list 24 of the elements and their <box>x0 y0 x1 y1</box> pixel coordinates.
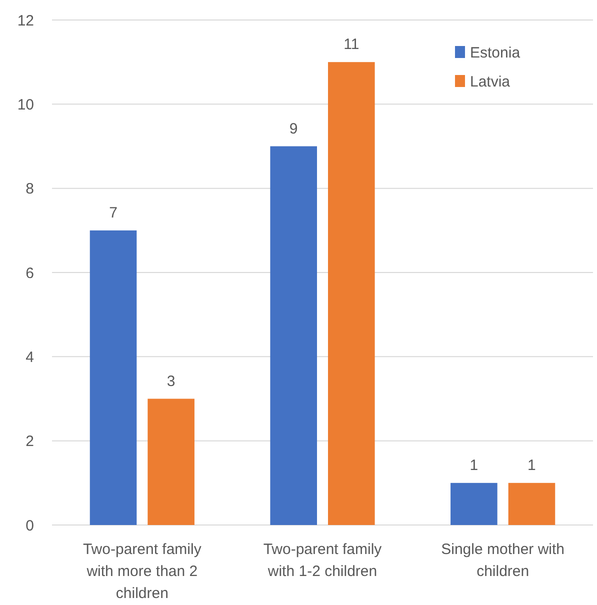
y-tick-label: 6 <box>26 264 34 282</box>
legend-label: Estonia <box>470 44 521 62</box>
y-tick-label: 10 <box>17 96 34 114</box>
data-label: 7 <box>109 204 118 222</box>
bar <box>270 146 317 525</box>
x-tick-label: Single mother with children <box>441 541 565 580</box>
bar <box>328 62 375 525</box>
bar <box>450 482 498 525</box>
x-tick-label: Two-parent family with more than 2 children <box>82 541 202 602</box>
y-tick-label: 4 <box>26 348 34 366</box>
y-tick-label: 8 <box>26 180 34 198</box>
legend-label: Latvia <box>470 73 511 90</box>
bar <box>508 482 556 525</box>
y-tick-label: 0 <box>26 517 34 534</box>
data-label: 1 <box>528 456 536 474</box>
bar <box>148 398 194 525</box>
data-label: 9 <box>289 120 298 138</box>
data-label: 1 <box>470 456 478 474</box>
data-label: 11 <box>344 36 360 54</box>
y-tick-label: 12 <box>17 12 34 30</box>
data-label: 3 <box>166 372 176 390</box>
x-tick-label: Two-parent family with 1-2 children <box>263 541 382 580</box>
bar <box>90 230 137 525</box>
y-tick-label: 2 <box>26 433 34 450</box>
